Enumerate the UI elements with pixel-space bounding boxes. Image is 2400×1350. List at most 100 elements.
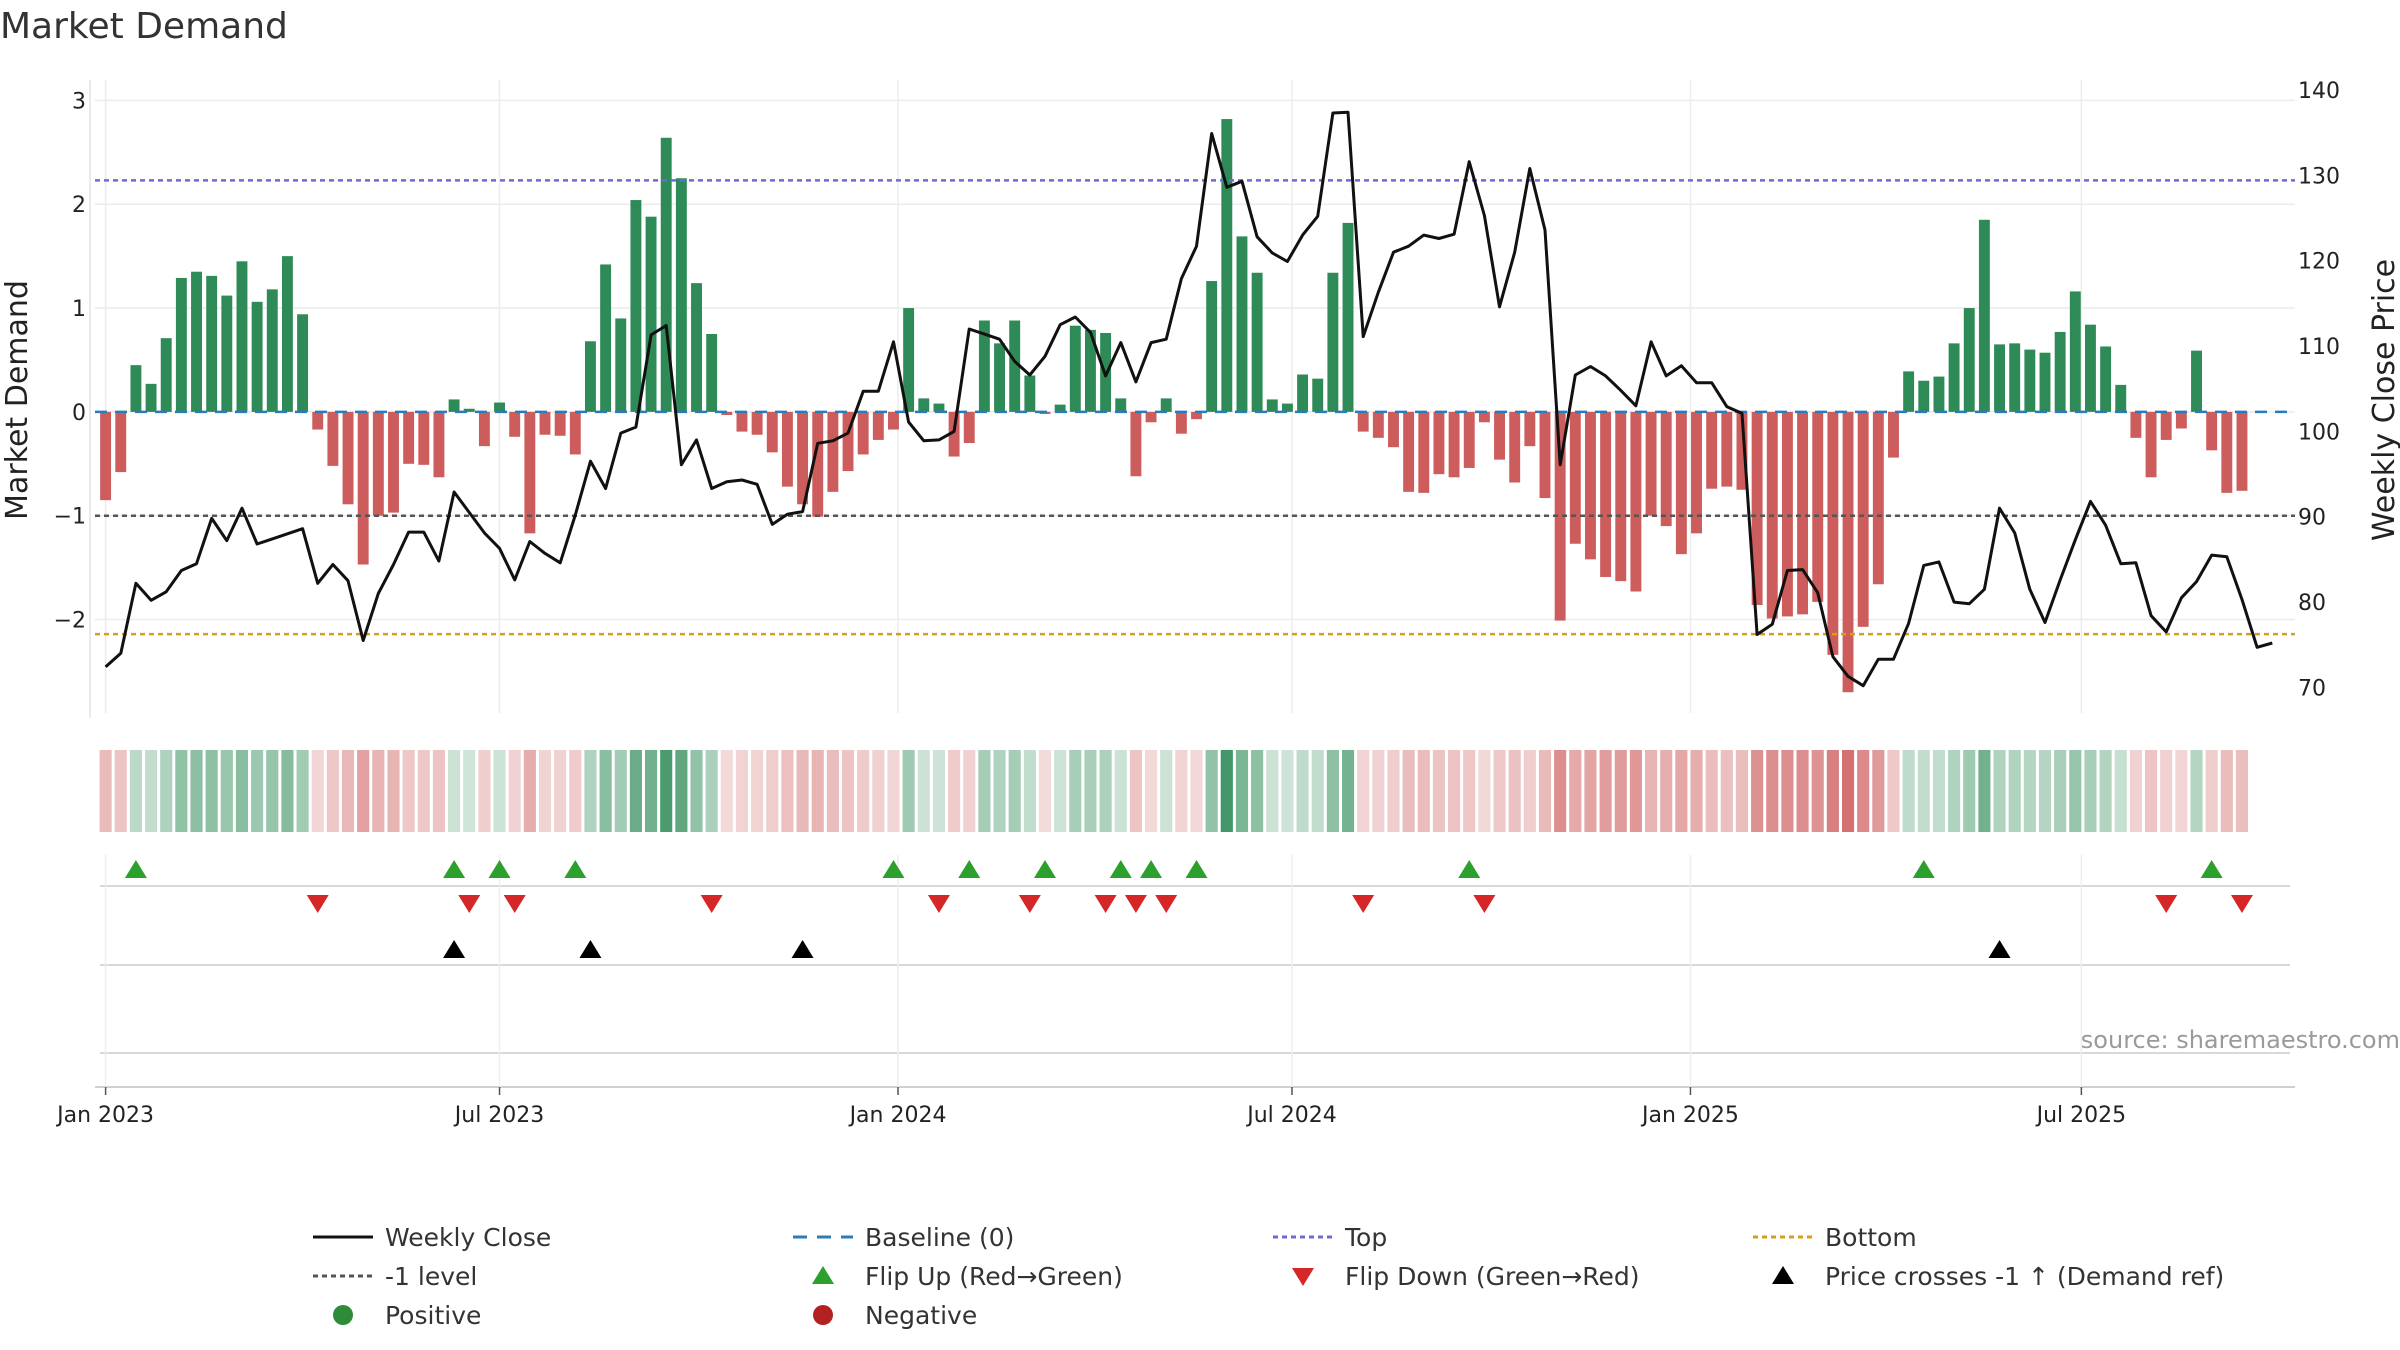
heat-cell bbox=[1266, 750, 1279, 832]
heat-cell bbox=[1963, 750, 1976, 832]
heat-cell bbox=[1099, 750, 1112, 832]
heat-cell bbox=[341, 750, 355, 832]
flip-down-marker bbox=[1094, 895, 1117, 913]
heat-cell bbox=[493, 750, 506, 832]
heat-cell bbox=[1463, 750, 1476, 832]
heat-cell bbox=[2175, 750, 2188, 832]
heat-cell bbox=[1402, 750, 1415, 832]
demand-bar-positive bbox=[933, 403, 945, 412]
heat-cell bbox=[1932, 750, 1945, 832]
heat-cell bbox=[2220, 750, 2233, 832]
heat-cell bbox=[1129, 750, 1142, 832]
heat-cell bbox=[1917, 750, 1930, 832]
heat-cell bbox=[1281, 750, 1294, 832]
heat-cell bbox=[326, 750, 339, 832]
flip-up-marker bbox=[1109, 860, 1132, 878]
legend-label: -1 level bbox=[385, 1262, 477, 1291]
demand-bar-negative bbox=[1630, 411, 1642, 592]
heat-cell bbox=[1857, 750, 1870, 832]
demand-bar-positive bbox=[903, 308, 915, 412]
demand-bar-negative bbox=[2206, 411, 2218, 451]
demand-bar-positive bbox=[660, 137, 672, 412]
demand-bar-negative bbox=[1145, 411, 1157, 423]
flip-down-marker bbox=[1155, 895, 1178, 913]
demand-bar-negative bbox=[1691, 411, 1702, 534]
demand-bar-positive bbox=[1978, 219, 1990, 412]
heat-cell bbox=[645, 750, 658, 832]
demand-bar-negative bbox=[418, 411, 430, 465]
heat-cell bbox=[1948, 750, 1961, 832]
demand-bar-negative bbox=[1403, 411, 1415, 492]
heat-cell bbox=[1478, 750, 1491, 832]
heat-cell bbox=[478, 750, 491, 832]
right-tick-label: 130 bbox=[2298, 164, 2340, 189]
demand-bar-positive bbox=[630, 200, 642, 412]
heat-cell bbox=[160, 750, 173, 832]
heat-cell bbox=[372, 750, 385, 832]
heat-cell bbox=[917, 750, 930, 832]
demand-bar-negative bbox=[539, 411, 551, 435]
heat-cell bbox=[387, 750, 400, 832]
demand-bar-positive bbox=[236, 261, 248, 412]
demand-bar-positive bbox=[691, 283, 702, 412]
heat-cell bbox=[1038, 750, 1052, 832]
heat-cell bbox=[2235, 750, 2249, 832]
demand-bar-negative bbox=[1554, 411, 1566, 621]
legend-label: Bottom bbox=[1825, 1223, 1917, 1252]
flip-up-marker bbox=[1034, 860, 1056, 878]
marker-panel-grid bbox=[104, 855, 2083, 1087]
source-label: source: sharemaestro.com bbox=[2081, 1026, 2400, 1054]
demand-bar-negative bbox=[1478, 411, 1490, 423]
demand-bar-negative bbox=[1706, 411, 1718, 489]
heat-cell bbox=[1326, 750, 1339, 832]
legend-label: Flip Up (Red→Green) bbox=[865, 1262, 1123, 1291]
legend-swatch-triangle-up bbox=[1772, 1266, 1794, 1284]
flip-down-marker bbox=[2230, 895, 2253, 913]
demand-bar-positive bbox=[585, 341, 596, 412]
heat-cell bbox=[1493, 750, 1506, 832]
flip-down-marker bbox=[1473, 895, 1496, 913]
right-tick-label: 100 bbox=[2298, 420, 2340, 445]
demand-bar-positive bbox=[1327, 272, 1339, 412]
demand-bar-negative bbox=[509, 411, 521, 437]
demand-bar-positive bbox=[1221, 119, 1233, 412]
left-tick-label: −2 bbox=[54, 609, 86, 634]
heat-cell bbox=[781, 750, 794, 832]
demand-bar-positive bbox=[1933, 376, 1945, 412]
demand-bar-positive bbox=[160, 338, 172, 412]
heat-cell bbox=[357, 750, 370, 832]
heat-cell bbox=[1796, 750, 1809, 832]
x-tick-label: Jul 2024 bbox=[1245, 1103, 1337, 1128]
heat-cell bbox=[2190, 750, 2203, 832]
heat-cell bbox=[872, 750, 885, 832]
demand-bar-positive bbox=[463, 408, 475, 412]
heat-cell bbox=[2099, 750, 2112, 832]
heat-cell bbox=[432, 750, 445, 832]
demand-bar-negative bbox=[1509, 411, 1521, 483]
demand-bar-positive bbox=[145, 383, 157, 412]
demand-bar-negative bbox=[872, 411, 884, 440]
demand-bar-negative bbox=[797, 411, 809, 505]
x-tick-label: Jan 2023 bbox=[55, 1103, 154, 1128]
demand-bar-negative bbox=[1191, 411, 1202, 420]
demand-bar-negative bbox=[1827, 411, 1839, 655]
demand-bar-positive bbox=[1160, 398, 1172, 412]
demand-bar-positive bbox=[175, 277, 187, 412]
demand-bar-positive bbox=[1069, 325, 1081, 412]
demand-bar-positive bbox=[1994, 344, 2005, 412]
heat-cell bbox=[1735, 750, 1749, 832]
heat-cell bbox=[1432, 750, 1445, 832]
heat-cell bbox=[599, 750, 612, 832]
price-cross-marker bbox=[1988, 940, 2011, 958]
heat-cell bbox=[448, 750, 461, 832]
demand-bar-positive bbox=[2115, 384, 2127, 412]
heat-cell bbox=[205, 750, 218, 832]
demand-bar-negative bbox=[433, 411, 445, 478]
legend-swatch-triangle-down bbox=[1292, 1268, 1314, 1286]
heat-cell bbox=[417, 750, 430, 832]
flip-down-marker bbox=[927, 895, 950, 913]
right-axis-label: Weekly Close Price bbox=[2367, 259, 2400, 541]
heat-cell bbox=[220, 750, 233, 832]
demand-bar-positive bbox=[1297, 374, 1309, 412]
demand-bar-negative bbox=[766, 411, 778, 453]
